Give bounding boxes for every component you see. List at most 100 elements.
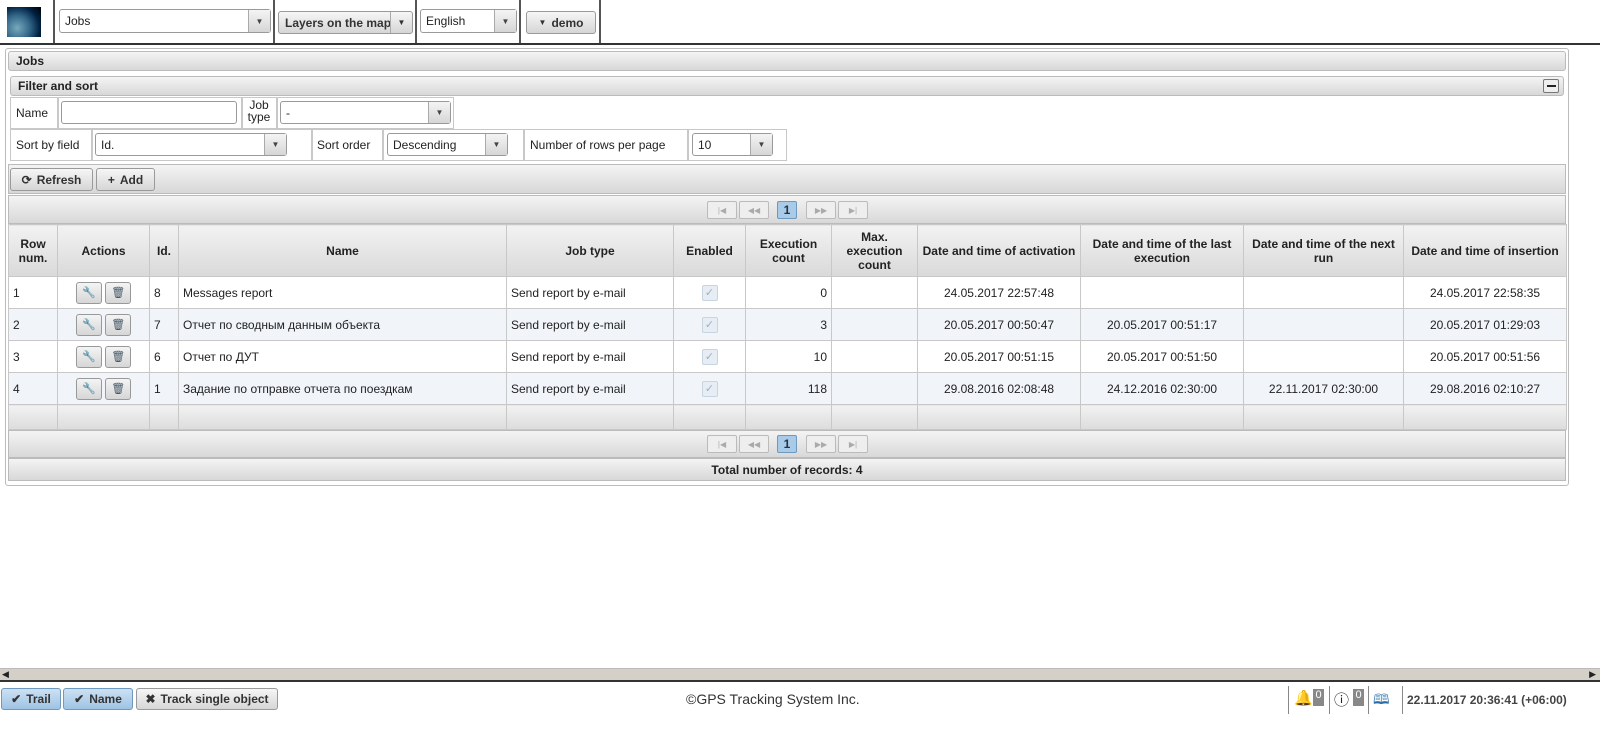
divider (0, 43, 1600, 45)
column-header-last-execution[interactable]: Date and time of the last execution (1080, 224, 1244, 277)
chevron-down-icon: ▼ (494, 10, 516, 32)
first-page-icon[interactable]: |◀ (707, 435, 737, 453)
cell-execution-count: 118 (745, 372, 832, 405)
enabled-checkbox[interactable]: ✓ (701, 348, 718, 365)
cell-actions: 🔧 🗑 (57, 340, 150, 373)
cell-next-run: 22.11.2017 02:30:00 (1243, 372, 1404, 405)
cell-row-num: 1 (8, 276, 58, 309)
prev-page-icon[interactable]: ◀◀ (739, 435, 769, 453)
column-header-activation[interactable]: Date and time of activation (917, 224, 1081, 277)
next-page-icon[interactable]: ▶▶ (806, 435, 836, 453)
cell-id: 7 (149, 308, 179, 341)
table-row[interactable]: 1 🔧 🗑 8 Messages report Send report by e-mai… (8, 276, 1567, 309)
table-row[interactable]: 4 🔧 🗑 1 Задание по отправке отчета по поезд… (8, 372, 1567, 405)
cell-insertion: 24.05.2017 22:58:35 (1403, 276, 1567, 309)
column-header-next-run[interactable]: Date and time of the next run (1243, 224, 1404, 277)
column-header-actions[interactable]: Actions (57, 224, 150, 277)
cell-job-type: Send report by e-mail (506, 308, 674, 341)
job-type-select[interactable]: - ▼ (280, 101, 451, 124)
delete-button[interactable]: 🗑 (105, 345, 132, 368)
scroll-right-icon[interactable]: ▶ (1589, 669, 1596, 679)
column-header-row-num[interactable]: Row num. (8, 224, 58, 277)
add-button[interactable]: + Add (96, 168, 155, 191)
layers-button[interactable]: Layers on the map ▼ (278, 11, 413, 34)
delete-button[interactable]: 🗑 (105, 313, 132, 336)
enabled-checkbox[interactable]: ✓ (701, 380, 718, 397)
column-header-name[interactable]: Name (178, 224, 507, 277)
current-page[interactable]: 1 (777, 435, 797, 453)
wrench-icon: 🔧 (81, 382, 96, 395)
name-input[interactable] (61, 101, 237, 124)
module-select[interactable]: Jobs ▼ (59, 9, 271, 33)
cell-max-execution-count (831, 276, 918, 309)
trash-icon: 🗑 (111, 286, 126, 299)
jobs-panel (5, 48, 1569, 486)
book-icon[interactable]: 🕮 (1373, 691, 1390, 707)
plus-icon: + (107, 172, 115, 187)
last-page-icon[interactable]: ▶| (838, 435, 868, 453)
filter-header: Filter and sort (10, 76, 1564, 96)
cell-name: Отчет по сводным данным объекта (178, 308, 507, 341)
cell-last-execution (1080, 276, 1244, 309)
edit-button[interactable]: 🔧 (75, 313, 102, 336)
cell-activation: 20.05.2017 00:50:47 (917, 308, 1081, 341)
track-single-toggle[interactable]: ✖ Track single object (136, 688, 278, 710)
cell-name: Messages report (178, 276, 507, 309)
bell-icon[interactable]: 🔔 (1294, 690, 1313, 707)
cell-id: 6 (149, 340, 179, 373)
jobs-table: Row num. Actions Id. Name Job type Enabled Exe… (8, 224, 1567, 430)
sort-order-select[interactable]: Descending ▼ (387, 133, 508, 156)
toolbar (8, 164, 1566, 194)
cell-last-execution: 20.05.2017 00:51:17 (1080, 308, 1244, 341)
enabled-checkbox[interactable]: ✓ (701, 316, 718, 333)
cell-activation: 20.05.2017 00:51:15 (917, 340, 1081, 373)
cell-max-execution-count (831, 340, 918, 373)
enabled-checkbox[interactable]: ✓ (701, 284, 718, 301)
sort-field-select[interactable]: Id. ▼ (95, 133, 287, 156)
edit-button[interactable]: 🔧 (75, 377, 102, 400)
job-type-label: Job type (247, 98, 271, 124)
chevron-down-icon: ▼ (485, 134, 507, 155)
cell-insertion: 20.05.2017 00:51:56 (1403, 340, 1567, 373)
trail-toggle[interactable]: ✔ Trail (1, 688, 61, 710)
language-select[interactable]: English ▼ (420, 9, 517, 33)
horizontal-scrollbar[interactable]: ◀ ▶ (0, 668, 1600, 682)
cell-next-run (1243, 340, 1404, 373)
edit-button[interactable]: 🔧 (75, 281, 102, 304)
cell-actions: 🔧 🗑 (57, 308, 150, 341)
logo (7, 7, 41, 37)
cell-job-type: Send report by e-mail (506, 340, 674, 373)
rows-per-page-select[interactable]: 10 ▼ (692, 133, 773, 156)
wrench-icon: 🔧 (81, 318, 96, 331)
first-page-icon[interactable]: |◀ (707, 201, 737, 219)
info-icon[interactable]: ⓘ (1334, 692, 1350, 709)
collapse-button[interactable] (1543, 79, 1559, 93)
cell-execution-count: 10 (745, 340, 832, 373)
column-header-insertion[interactable]: Date and time of insertion (1403, 224, 1567, 277)
column-header-execution-count[interactable]: Execution count (745, 224, 832, 277)
table-row[interactable]: 3 🔧 🗑 6 Отчет по ДУТ Send report by e-mail ✓ 1… (8, 340, 1567, 373)
cell-actions: 🔧 🗑 (57, 276, 150, 309)
name-toggle[interactable]: ✔ Name (63, 688, 133, 710)
wrench-icon: 🔧 (81, 286, 96, 299)
table-row[interactable]: 2 🔧 🗑 7 Отчет по сводным данным объекта Send… (8, 308, 1567, 341)
current-page[interactable]: 1 (777, 201, 797, 219)
column-header-max-execution-count[interactable]: Max. execution count (831, 224, 918, 277)
next-page-icon[interactable]: ▶▶ (806, 201, 836, 219)
last-page-icon[interactable]: ▶| (838, 201, 868, 219)
trash-icon: 🗑 (111, 350, 126, 363)
empty-row (8, 404, 1567, 430)
column-header-enabled[interactable]: Enabled (673, 224, 746, 277)
prev-page-icon[interactable]: ◀◀ (739, 201, 769, 219)
delete-button[interactable]: 🗑 (105, 377, 132, 400)
cell-execution-count: 3 (745, 308, 832, 341)
column-header-id[interactable]: Id. (149, 224, 179, 277)
user-menu-button[interactable]: ▼ demo (526, 11, 596, 34)
cell-execution-count: 0 (745, 276, 832, 309)
refresh-button[interactable]: ⟳ Refresh (10, 168, 93, 191)
edit-button[interactable]: 🔧 (75, 345, 102, 368)
column-header-job-type[interactable]: Job type (506, 224, 674, 277)
delete-button[interactable]: 🗑 (105, 281, 132, 304)
cell-max-execution-count (831, 372, 918, 405)
scroll-left-icon[interactable]: ◀ (2, 669, 9, 679)
